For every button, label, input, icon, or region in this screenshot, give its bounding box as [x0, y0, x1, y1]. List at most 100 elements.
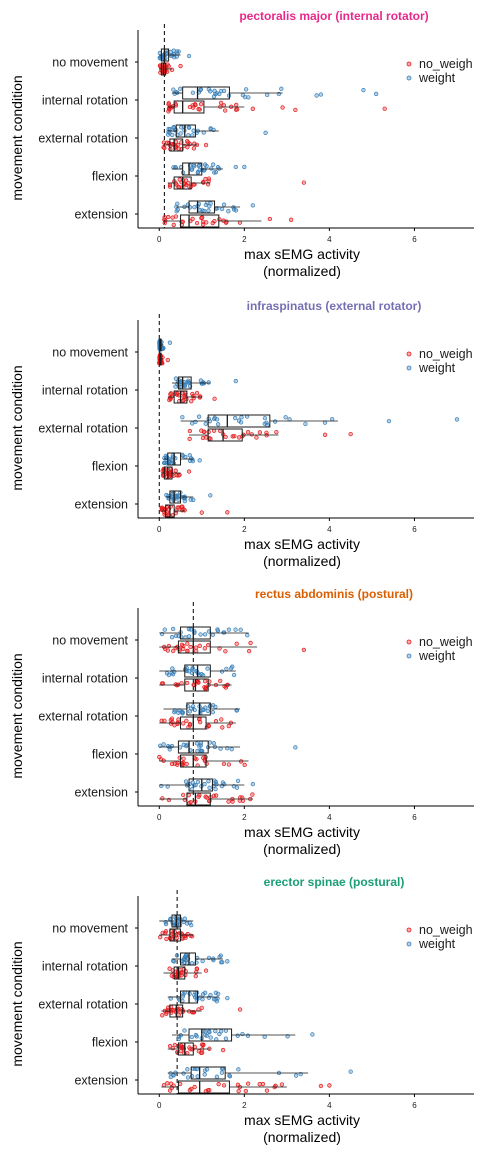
data-point — [186, 1076, 190, 1080]
x-tick-label: 2 — [242, 1101, 247, 1110]
data-point — [212, 794, 216, 798]
data-point — [203, 633, 207, 637]
data-point — [206, 643, 210, 647]
outlier-point — [311, 1033, 315, 1037]
data-point — [198, 396, 202, 400]
y-tick-label: flexion — [92, 748, 128, 762]
data-point — [263, 1035, 267, 1039]
data-point — [216, 422, 220, 426]
data-point — [220, 670, 224, 674]
outlier-point — [289, 218, 293, 222]
data-point — [176, 208, 180, 212]
data-point — [204, 795, 208, 799]
x-tick-label: 2 — [242, 525, 247, 534]
panel-title: erector spinae (postural) — [264, 875, 405, 889]
data-point — [182, 1072, 186, 1076]
data-point — [174, 975, 178, 979]
data-point — [203, 685, 207, 689]
data-point — [208, 741, 212, 745]
data-point — [223, 109, 227, 113]
data-point — [203, 1033, 207, 1037]
data-point — [201, 993, 205, 997]
y-tick-label: extension — [74, 1074, 128, 1088]
data-point — [203, 168, 207, 172]
data-point — [163, 221, 167, 225]
legend-marker-no_weigh — [407, 352, 411, 356]
data-point — [239, 628, 243, 632]
data-point — [330, 417, 334, 421]
data-point — [213, 1029, 217, 1033]
y-tick-label: external rotation — [38, 422, 128, 436]
data-point — [207, 779, 211, 783]
data-point — [183, 1029, 187, 1033]
data-point — [170, 68, 174, 72]
data-point — [233, 416, 237, 420]
data-point — [233, 434, 237, 438]
data-point — [187, 635, 191, 639]
data-point — [201, 209, 205, 213]
data-point — [210, 167, 214, 171]
data-point — [192, 147, 196, 151]
data-point — [224, 1037, 228, 1041]
x-tick-label: 6 — [412, 813, 417, 822]
data-point — [197, 717, 201, 721]
data-point — [162, 145, 166, 149]
y-tick-label: no movement — [52, 922, 128, 936]
data-point — [199, 379, 203, 383]
data-point — [171, 1073, 175, 1077]
data-point — [173, 723, 177, 727]
data-point — [180, 643, 184, 647]
data-point — [174, 385, 178, 389]
data-point — [207, 87, 211, 91]
data-point — [178, 87, 182, 91]
data-point — [204, 177, 208, 181]
data-point — [189, 628, 193, 632]
outlier-point — [226, 996, 230, 1000]
data-point — [203, 679, 207, 683]
data-point — [188, 453, 192, 457]
data-point — [188, 437, 192, 441]
data-point — [203, 1073, 207, 1077]
data-point — [236, 1083, 240, 1087]
data-point — [168, 183, 172, 187]
data-point — [188, 105, 192, 109]
data-point — [220, 207, 224, 211]
outlier-point — [234, 165, 238, 169]
outlier-point — [319, 93, 323, 97]
data-point — [225, 220, 229, 224]
data-point — [188, 1088, 192, 1092]
data-point — [176, 506, 180, 510]
outlier-point — [268, 217, 272, 221]
outlier-point — [455, 418, 459, 422]
data-point — [211, 710, 215, 714]
x-axis-title: max sEMG activity — [244, 824, 360, 840]
data-point — [234, 108, 238, 112]
data-point — [212, 741, 216, 745]
data-point — [275, 430, 279, 434]
data-point — [189, 399, 193, 403]
data-point — [182, 757, 186, 761]
data-point — [188, 1046, 192, 1050]
data-point — [218, 679, 222, 683]
data-point — [166, 141, 170, 145]
data-point — [284, 415, 288, 419]
data-point — [187, 125, 191, 129]
data-point — [236, 779, 240, 783]
data-point — [215, 1075, 219, 1079]
data-point — [195, 1035, 199, 1039]
data-point — [163, 461, 167, 465]
data-point — [186, 141, 190, 145]
outlier-point — [204, 969, 208, 973]
data-point — [209, 1036, 213, 1040]
legend-label: no_weigh — [419, 635, 473, 649]
data-point — [249, 641, 253, 645]
data-point — [181, 505, 185, 509]
data-point — [162, 743, 166, 747]
data-point — [258, 1082, 262, 1086]
data-point — [172, 49, 176, 53]
outlier-point — [387, 419, 391, 423]
data-point — [221, 781, 225, 785]
data-point — [227, 724, 231, 728]
data-point — [183, 384, 187, 388]
